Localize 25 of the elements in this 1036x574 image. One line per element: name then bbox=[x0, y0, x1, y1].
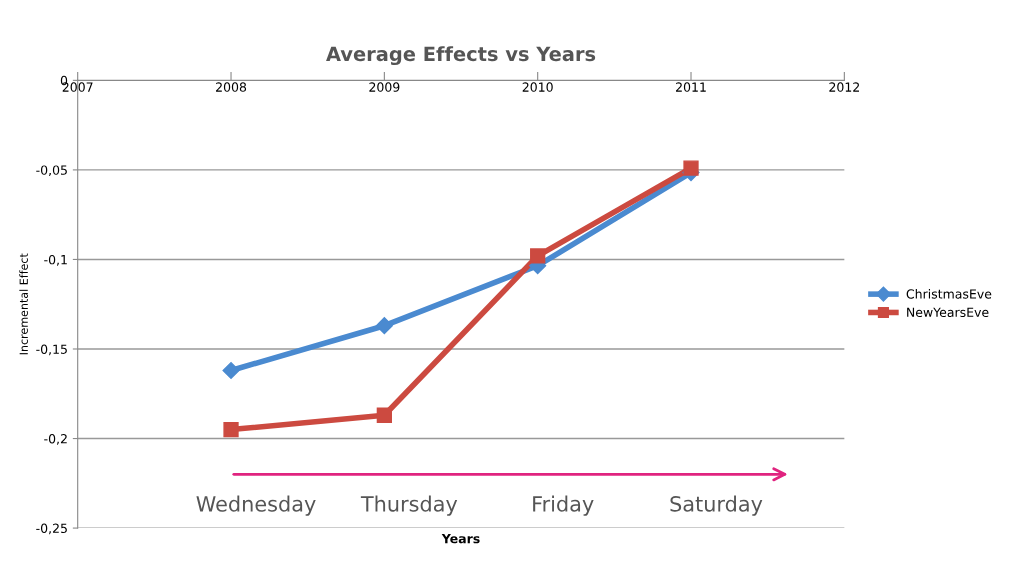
y-tick-label: -0,2 bbox=[44, 434, 67, 445]
annotation: Wednesday bbox=[196, 495, 316, 516]
annotation: Saturday bbox=[670, 495, 763, 516]
point bbox=[683, 160, 699, 176]
y-tick-label: -0,15 bbox=[36, 344, 67, 356]
y-tick-label: -0,25 bbox=[36, 523, 67, 535]
x-tick-label: 2012 bbox=[829, 82, 859, 92]
y-tick-label: -0,1 bbox=[44, 254, 67, 266]
y-axis-title: Incremental Effect bbox=[19, 253, 28, 355]
x-tick-label: 2009 bbox=[369, 82, 400, 92]
legend-label: NewYearsEve bbox=[907, 307, 989, 318]
legend-label: ChristmasEve bbox=[906, 289, 992, 299]
point bbox=[376, 407, 392, 423]
point bbox=[530, 248, 546, 264]
x-tick-label: 2010 bbox=[522, 82, 553, 92]
point bbox=[375, 317, 393, 335]
y-tick-label: -0,05 bbox=[36, 165, 67, 177]
point bbox=[223, 421, 239, 438]
point bbox=[222, 361, 240, 380]
chart-title: Average Effects vs Years bbox=[326, 46, 596, 66]
x-tick-label: 2011 bbox=[676, 82, 706, 92]
x-axis-title: Years bbox=[441, 534, 480, 544]
annotation: Thursday bbox=[360, 495, 458, 516]
annotation: Friday bbox=[533, 495, 594, 516]
x-tick-label: 2008 bbox=[216, 82, 247, 92]
